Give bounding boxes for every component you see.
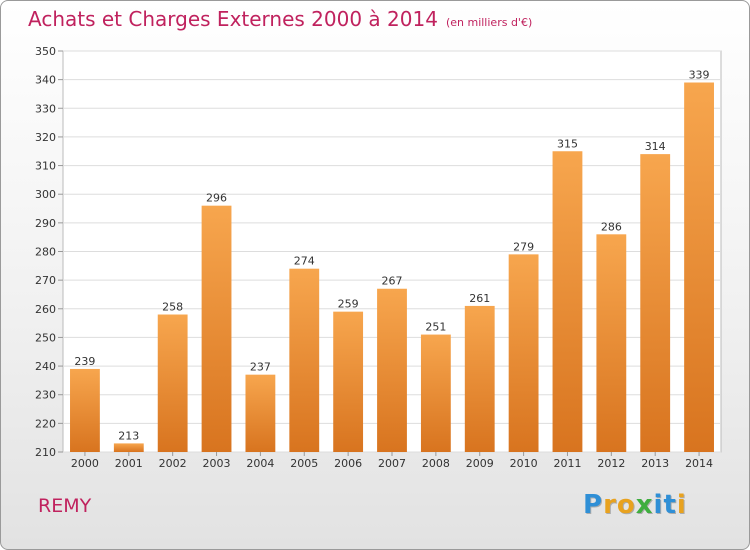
bar [377,288,407,452]
data-label: 259 [338,298,359,311]
bar [113,443,144,452]
data-label: 296 [206,192,227,205]
axis-layer: 210 220 230 240 250 260 270 280 290 300 310 320 330 3… [35,45,713,470]
data-label: 267 [382,275,403,288]
bar-layer [70,82,714,452]
title-subtitle: (en milliers d'€) [445,16,533,29]
bar [684,82,714,452]
y-tick-label: 350 [35,45,56,58]
y-tick-label: 280 [35,246,56,259]
x-tick-label: 2006 [334,457,362,470]
y-tick-label: 220 [35,417,56,430]
x-tick-label: 2012 [597,457,625,470]
y-tick-label: 320 [35,131,56,144]
data-label: 286 [601,220,622,233]
logo-letter: x [635,490,654,520]
bar [508,254,539,452]
data-label: 339 [689,69,710,82]
bar [157,314,188,452]
bar [201,205,232,452]
data-label: 213 [118,429,139,442]
y-tick-label: 260 [35,303,56,316]
data-label: 258 [162,301,183,314]
data-label: 239 [74,355,95,368]
bar [464,305,495,452]
logo-letter: t [663,490,677,520]
x-tick-label: 2004 [246,457,274,470]
x-tick-label: 2005 [290,457,318,470]
label-layer: 239 213 258 296 237 274 259 267 251 261 279 315 286 3… [74,69,709,443]
y-tick-label: 270 [35,274,56,287]
x-tick-label: 2003 [203,457,231,470]
bar [289,268,320,452]
bar [70,368,100,452]
bar [640,154,671,452]
y-tick-label: 240 [35,360,56,373]
y-tick-label: 230 [35,389,56,402]
x-tick-label: 2009 [466,457,494,470]
data-label: 237 [250,361,271,374]
y-tick-label: 310 [35,160,56,173]
x-tick-label: 2010 [510,457,538,470]
y-tick-label: 210 [35,446,56,459]
x-tick-label: 2014 [685,457,713,470]
bar [596,234,627,452]
data-label: 261 [469,292,490,305]
data-label: 274 [294,255,315,268]
proxiti-logo: Proxiti [583,490,687,520]
x-tick-label: 2013 [641,457,669,470]
title-text: Achats et Charges Externes 2000 à 2014 [28,7,438,31]
logo-letter: o [616,490,636,520]
data-label: 314 [645,140,666,153]
y-tick-label: 330 [35,102,56,115]
x-tick-label: 2001 [115,457,143,470]
x-tick-label: 2002 [159,457,187,470]
y-tick-label: 250 [35,331,56,344]
logo-letter: i [676,490,687,520]
city-name: REMY [38,495,92,517]
y-tick-label: 290 [35,217,56,230]
y-tick-label: 340 [35,74,56,87]
bar [420,334,451,452]
logo-letter: i [653,490,664,520]
data-label: 315 [557,137,578,150]
bar [333,311,364,452]
logo-letter: P [583,490,604,520]
x-tick-label: 2008 [422,457,450,470]
data-label: 251 [425,321,446,334]
x-tick-label: 2000 [71,457,99,470]
bar [552,151,583,452]
bar [245,374,276,452]
x-tick-label: 2007 [378,457,406,470]
data-label: 279 [513,240,534,253]
x-tick-label: 2011 [553,457,581,470]
chart-title: Achats et Charges Externes 2000 à 2014 (e… [28,7,532,31]
y-tick-label: 300 [35,188,56,201]
logo-letter: r [603,490,617,520]
